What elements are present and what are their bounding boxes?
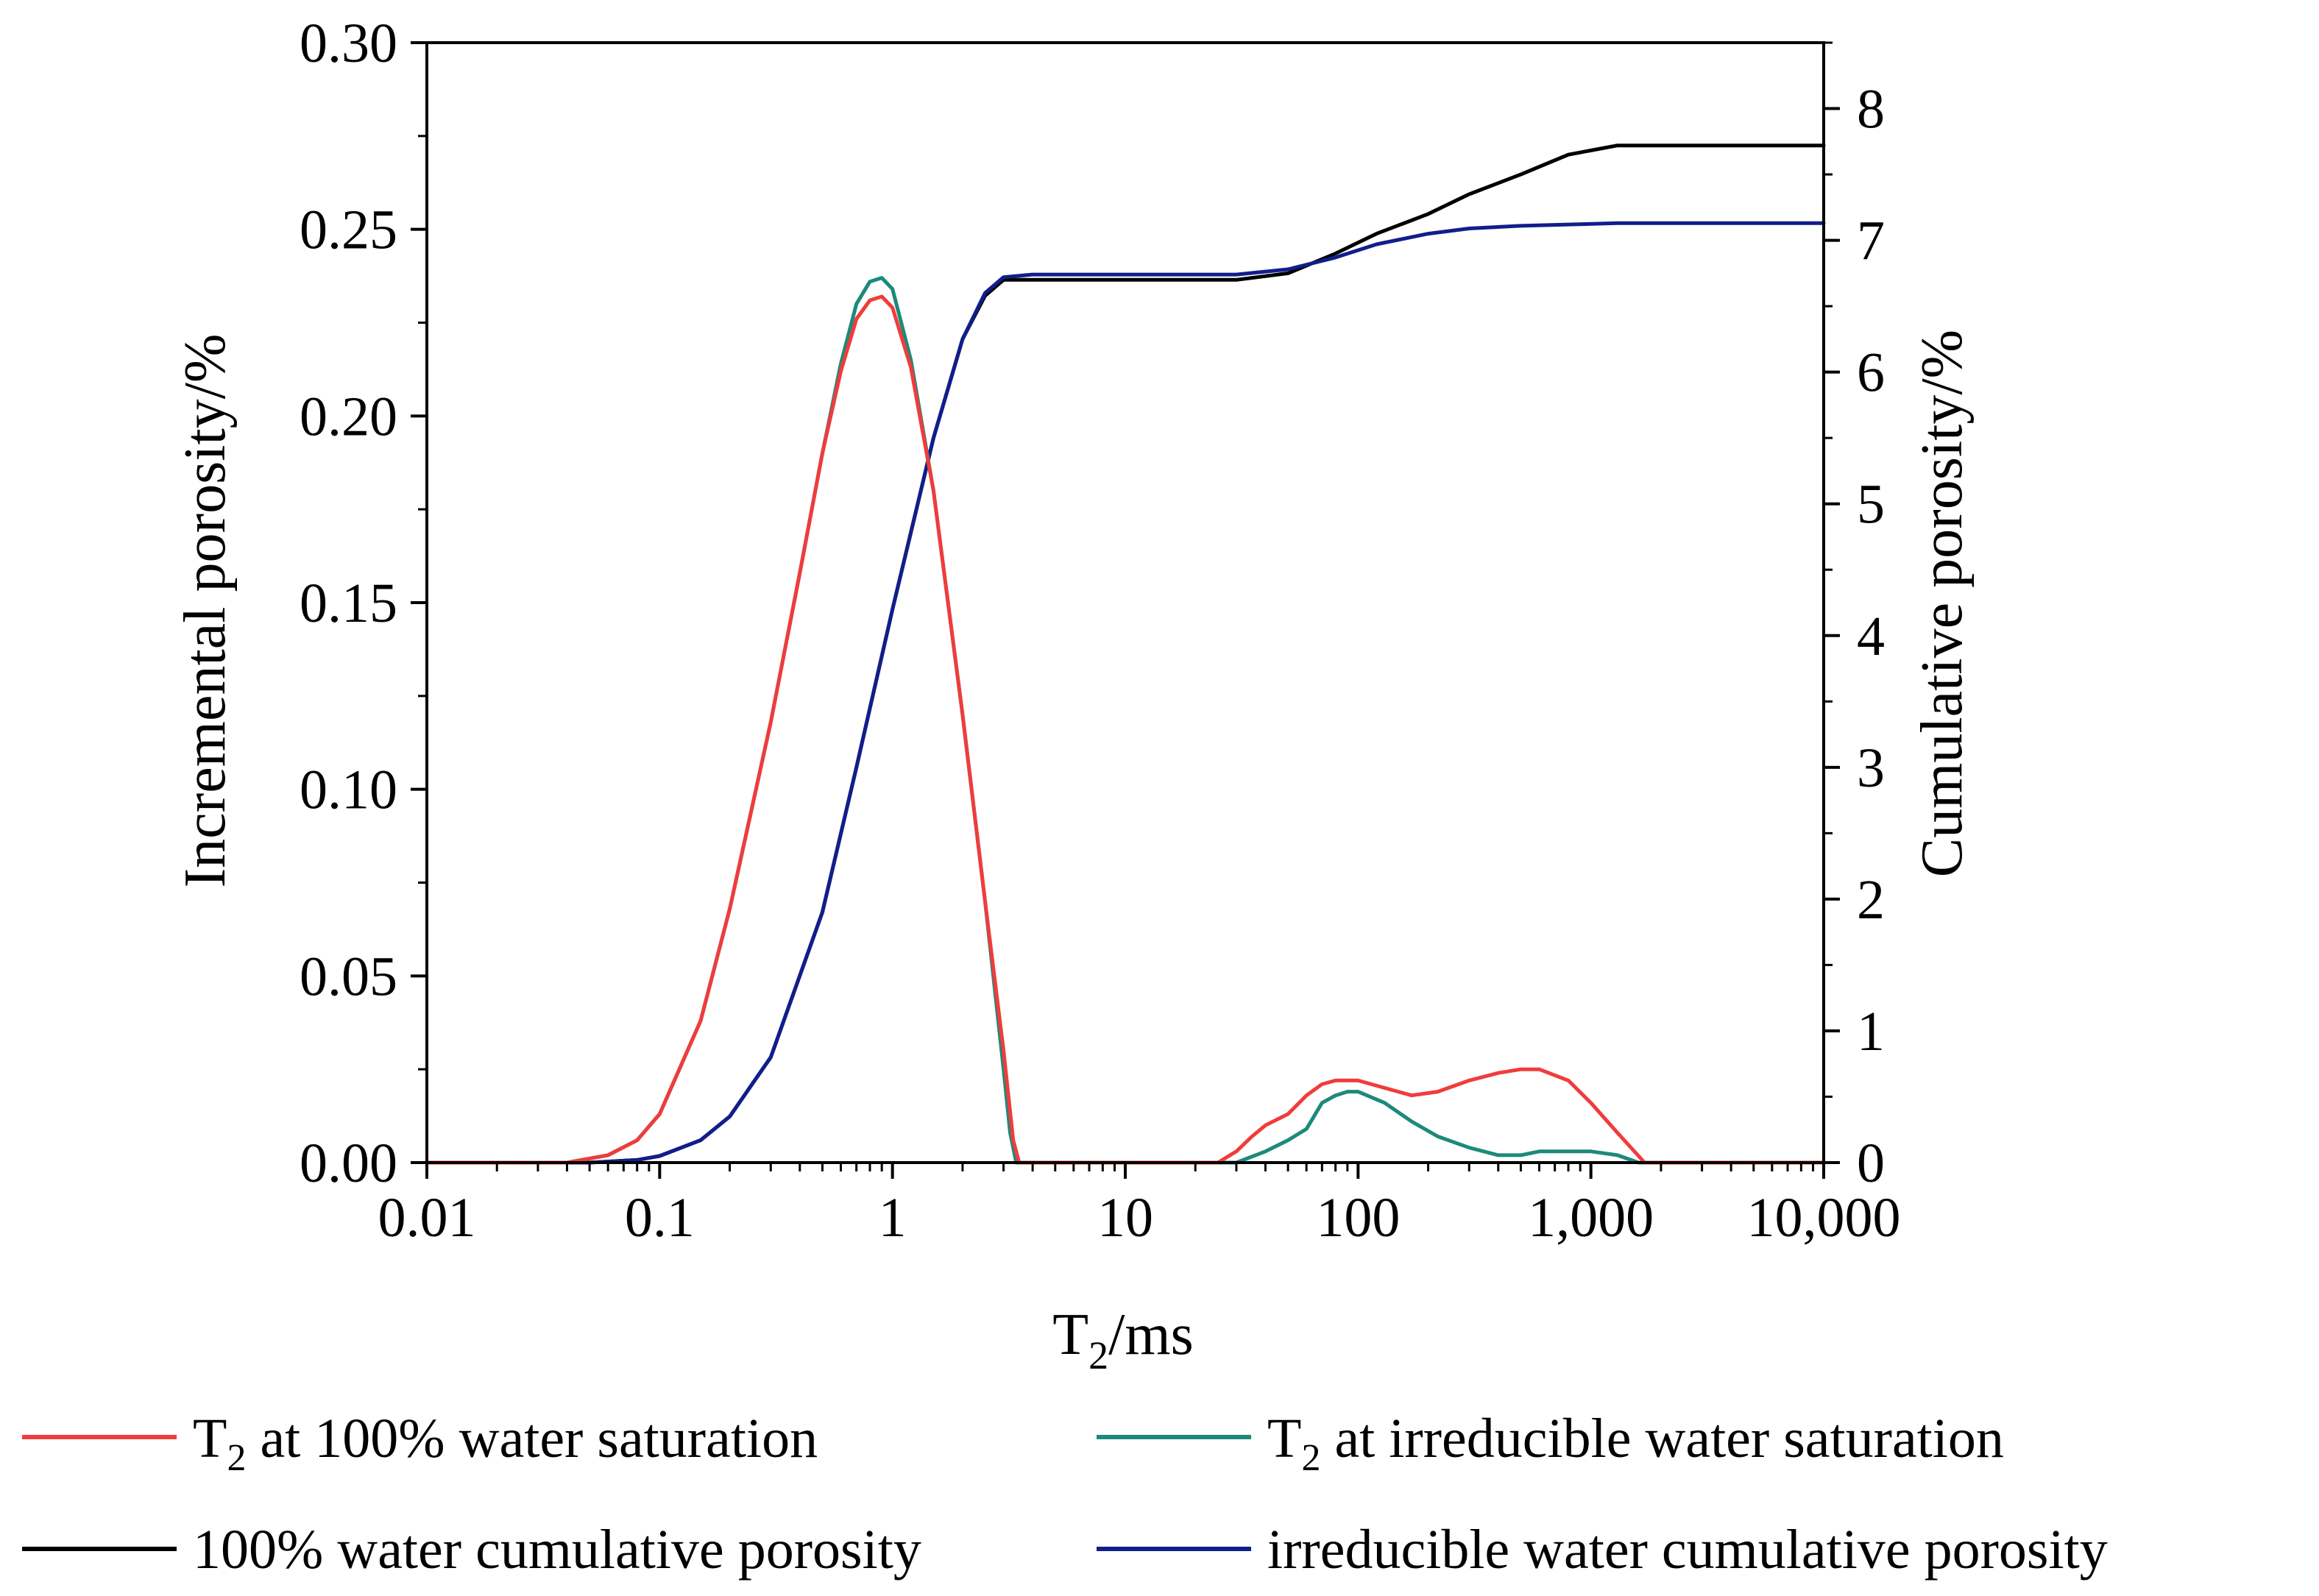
legend-label-cum-irreducible: irreducible water cumulative porosity (1267, 1519, 2108, 1581)
y-axis-left-title: Incremental porosity/% (173, 333, 238, 887)
legend-label-t2-100-rest: at 100% water saturation (246, 1408, 818, 1469)
y-right-tick-label: 6 (1857, 342, 1885, 404)
y-left-tick-label: 0.20 (300, 386, 397, 447)
axis-ticks: 0.01 0.1 1 10 100 1,000 10,0000.000.050.100.15… (300, 13, 1901, 1249)
plot-border (425, 41, 1825, 1164)
y-right-tick-label: 0 (1857, 1132, 1885, 1194)
y-left-tick-label: 0.30 (300, 13, 397, 74)
x-tick-label: 1,000 (1528, 1187, 1654, 1249)
x-tick-label: 1 (879, 1187, 907, 1249)
series-line-0 (425, 294, 1826, 1165)
series-line-3 (425, 221, 1826, 1165)
legend-item-cum-100: 100% water cumulative porosity (22, 1519, 921, 1581)
legend-label-t2-irreducible: T2 at irreducible water saturation (1267, 1408, 2004, 1479)
legend-label-t2-irreducible-rest: at irreducible water saturation (1320, 1408, 2003, 1469)
x-axis-title-main: T (1052, 1302, 1088, 1367)
y-right-tick-label: 7 (1857, 210, 1885, 272)
y-right-tick-label: 5 (1857, 474, 1885, 536)
legend-item-cum-irreducible: irreducible water cumulative porosity (1097, 1519, 2108, 1581)
x-tick-label: 10 (1097, 1187, 1153, 1249)
legend-label-t2-100: T2 at 100% water saturation (193, 1408, 818, 1479)
x-tick-label: 100 (1316, 1187, 1400, 1249)
legend-label-t2-100-main: T (193, 1408, 227, 1469)
legend-label-t2-irreducible-main: T (1267, 1408, 1301, 1469)
y-left-tick-label: 0.05 (300, 946, 397, 1007)
y-left-tick-label: 0.10 (300, 759, 397, 821)
y-left-tick-label: 0.25 (300, 199, 397, 261)
legend-item-t2-100: T2 at 100% water saturation (22, 1408, 818, 1479)
y-right-tick-label: 1 (1857, 1001, 1885, 1063)
y-right-tick-label: 3 (1857, 737, 1885, 799)
legend-label-t2-100-subscript: 2 (227, 1437, 246, 1479)
series-line-2 (425, 143, 1826, 1165)
y-right-tick-label: 2 (1857, 869, 1885, 931)
y-right-tick-label: 8 (1857, 79, 1885, 141)
series-line-1 (425, 276, 1826, 1165)
legend-label-t2-irreducible-subscript: 2 (1301, 1437, 1320, 1479)
plot-lines (425, 143, 1826, 1165)
x-axis-title: T2/ms (1052, 1302, 1193, 1377)
x-axis-title-subscript: 2 (1088, 1333, 1108, 1377)
y-axis-right-title: Cumulative porosity/% (1910, 330, 1975, 877)
x-axis-title-unit: /ms (1108, 1302, 1194, 1367)
x-tick-label: 0.1 (625, 1187, 695, 1249)
y-right-tick-label: 4 (1857, 606, 1885, 667)
y-left-tick-label: 0.15 (300, 572, 397, 634)
legend-label-cum-100: 100% water cumulative porosity (193, 1519, 921, 1581)
x-tick-label: 0.01 (378, 1187, 476, 1249)
legend: T2 at 100% water saturation T2 at irredu… (22, 1408, 2108, 1581)
plot-frame (425, 41, 1825, 1164)
x-tick-label: 10,000 (1747, 1187, 1901, 1249)
legend-item-t2-irreducible: T2 at irreducible water saturation (1097, 1408, 2004, 1479)
y-left-tick-label: 0.00 (300, 1132, 397, 1194)
